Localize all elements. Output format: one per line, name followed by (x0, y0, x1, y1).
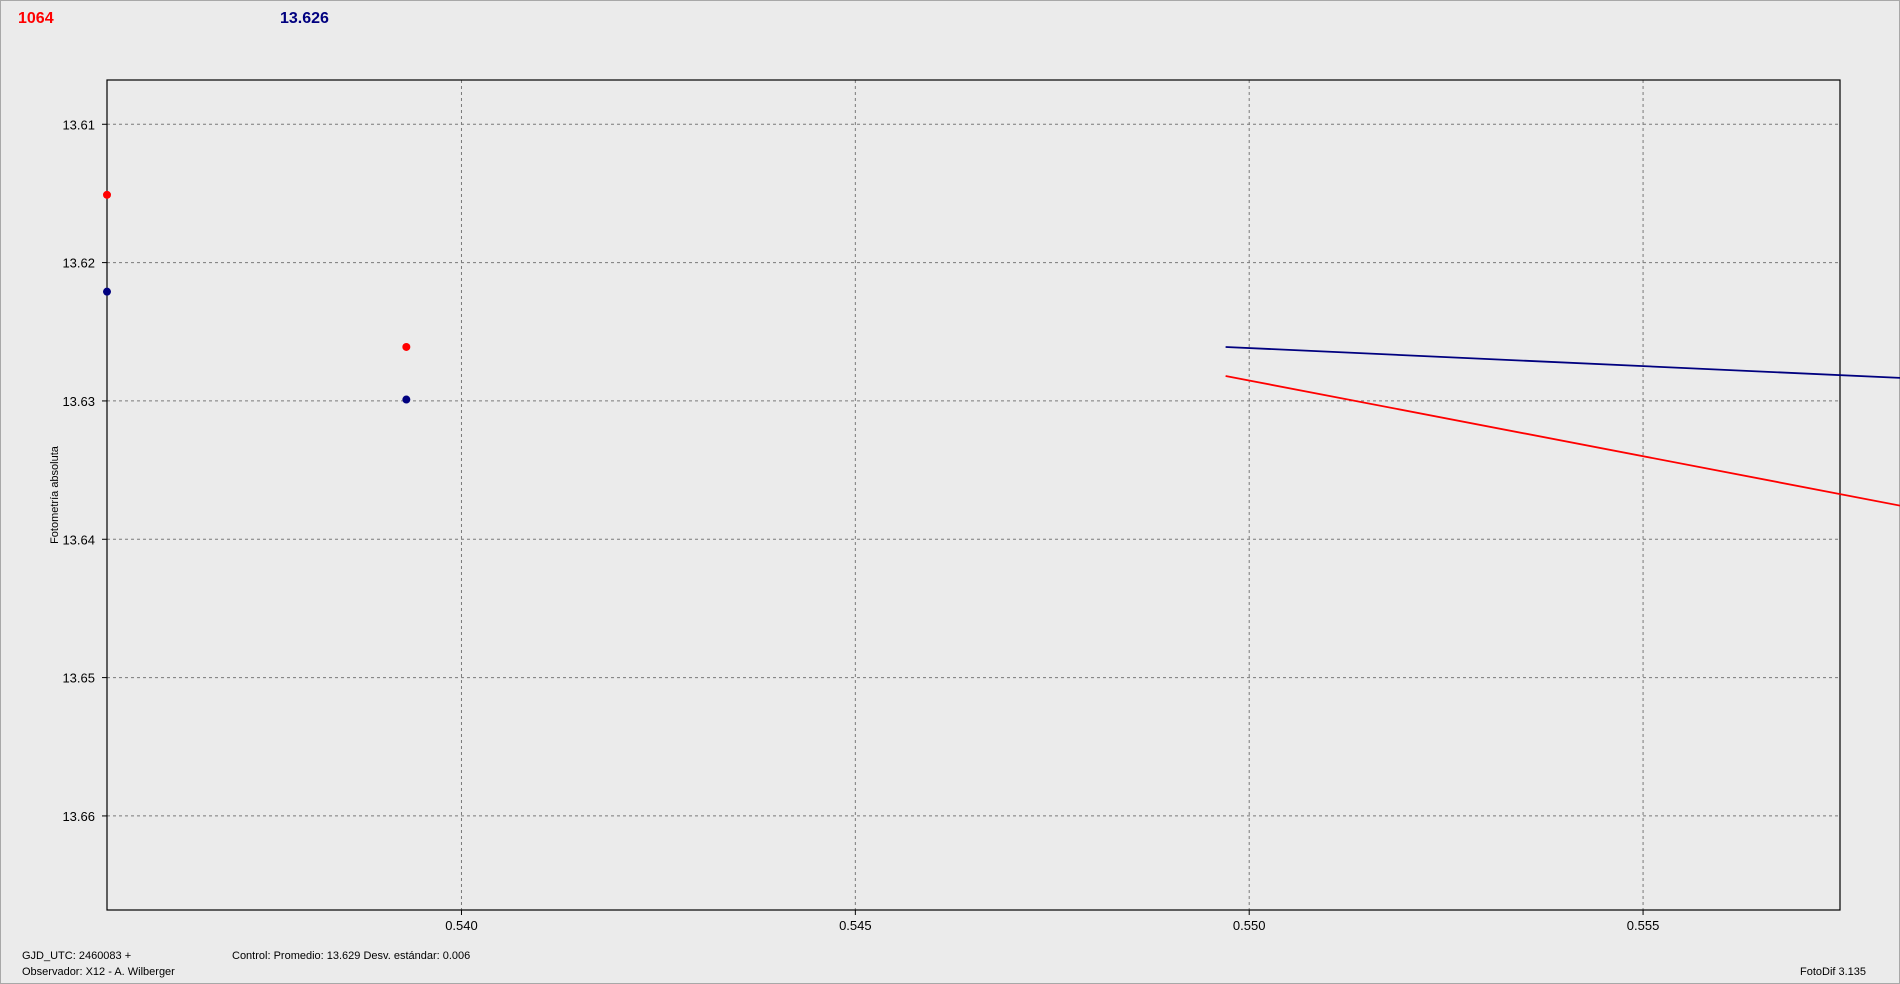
plot-border (106, 79, 1841, 911)
x-tick-label: 0.545 (839, 918, 872, 933)
gjd-label: GJD_UTC: 2460083 + (22, 950, 132, 962)
plot-area (107, 80, 1840, 910)
version-label: FotoDif 3.135 (1800, 966, 1867, 978)
y-tick-label: 13.63 (62, 394, 95, 409)
comparison-value-label: 13.626 (280, 10, 329, 27)
x-tick-label: 0.550 (1233, 918, 1266, 933)
y-tick-label: 13.64 (62, 532, 95, 547)
target-data-point (402, 342, 411, 351)
y-tick-label: 13.62 (62, 256, 95, 271)
observer-label: Observador: X12 - A. Wilberger (22, 966, 175, 978)
x-tick-label: 0.555 (1627, 918, 1660, 933)
y-tick-label: 13.61 (62, 117, 95, 132)
target-star-label: 1064 (18, 10, 54, 27)
target-data-point (103, 190, 111, 199)
comparison-data-point (402, 395, 411, 404)
y-tick-label: 13.65 (62, 671, 95, 686)
y-tick-label: 13.66 (62, 809, 95, 824)
y-axis-label: Fotometría absoluta (49, 445, 61, 544)
comparison-data-point (103, 287, 111, 296)
x-tick-label: 0.540 (445, 918, 478, 933)
control-stats-label: Control: Promedio: 13.629 Desv. estándar… (232, 950, 471, 962)
